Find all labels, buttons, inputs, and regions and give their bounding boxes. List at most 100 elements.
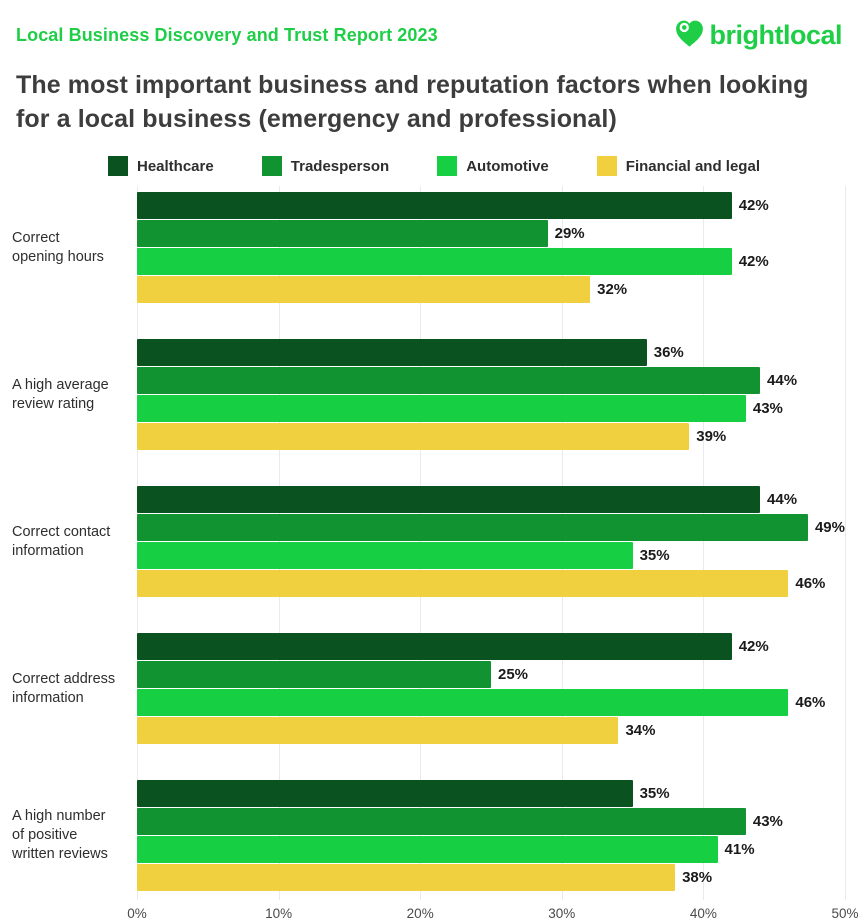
bar-row: 29% [137, 220, 845, 247]
bar-row: 44% [137, 367, 845, 394]
bar-healthcare [137, 486, 761, 513]
legend-label: Tradesperson [290, 157, 390, 175]
category-label: Correct address information [12, 670, 116, 706]
bar-tradesperson [137, 220, 548, 247]
bar-row: 46% [137, 570, 845, 597]
bar-row: 42% [137, 192, 845, 219]
bar-row: 46% [137, 689, 845, 716]
bar-row: 34% [137, 717, 845, 744]
chart-group-a-high-number: A high number of positive written review… [0, 780, 860, 891]
bar-value-label: 41% [724, 841, 755, 858]
x-tick-label: 20% [406, 906, 434, 921]
bar-row: 35% [137, 780, 845, 807]
bar-value-label: 43% [752, 400, 783, 417]
bar-tradesperson [137, 367, 761, 394]
bar-automotive [137, 542, 633, 569]
bar-value-label: 46% [795, 575, 826, 592]
bar-value-label: 29% [554, 225, 585, 242]
bar-value-label: 35% [639, 785, 670, 802]
legend-swatch-icon [596, 156, 617, 176]
bar-tradesperson [137, 808, 746, 835]
x-tick-label: 0% [127, 906, 147, 921]
bar-tradesperson [137, 661, 491, 688]
bar-value-label: 44% [767, 491, 798, 508]
chart-group-correct-contact: Correct contact information 44% 49% 35% 46% [0, 486, 860, 597]
bar-row: 38% [137, 864, 845, 891]
x-tick-label: 10% [265, 906, 293, 921]
bar-tradesperson [137, 514, 808, 541]
bar-group: 42% 25% 46% 34% [137, 633, 845, 744]
brightlocal-logo: brightlocal [673, 16, 842, 55]
bar-value-label: 44% [767, 372, 798, 389]
chart-title: The most important business and reputati… [16, 71, 809, 133]
bar-financial-and-legal [137, 570, 789, 597]
bar-group: 36% 44% 43% 39% [137, 339, 845, 450]
bar-automotive [137, 248, 732, 275]
legend-swatch-icon [108, 156, 128, 176]
bar-row: 43% [137, 395, 845, 422]
bar-healthcare [137, 633, 732, 660]
category-label: A high number of positive written review… [12, 808, 108, 862]
legend-item-financial-and-legal: Financial and legal [596, 156, 760, 176]
legend-item-automotive: Automotive [437, 156, 549, 176]
bar-healthcare [137, 192, 732, 219]
bar-value-label: 36% [653, 344, 684, 361]
chart-group-correct-address: Correct address information 42% 25% 46% 34% [0, 633, 860, 744]
bar-financial-and-legal [137, 276, 591, 303]
legend-label: Healthcare [137, 157, 214, 175]
legend-swatch-icon [261, 156, 282, 176]
bar-row: 36% [137, 339, 845, 366]
bar-financial-and-legal [137, 423, 690, 450]
bar-value-label: 25% [498, 666, 529, 683]
bar-row: 41% [137, 836, 845, 863]
bar-financial-and-legal [137, 864, 676, 891]
category-label: A high average review rating [12, 376, 109, 412]
bar-row: 39% [137, 423, 845, 450]
bar-value-label: 42% [738, 197, 769, 214]
bar-value-label: 32% [597, 281, 628, 298]
legend-item-healthcare: Healthcare [108, 156, 214, 176]
bar-value-label: 42% [738, 638, 769, 655]
legend: Healthcare Tradesperson Automotive Financia… [108, 155, 760, 177]
chart-groups: Correct opening hours 42% 29% 42% 32% A high … [0, 186, 860, 891]
bar-healthcare [137, 339, 647, 366]
heart-location-pin-icon [673, 16, 706, 55]
x-tick-label: 50% [831, 906, 859, 921]
bar-group: 35% 43% 41% 38% [137, 780, 845, 891]
bar-group: 42% 29% 42% 32% [137, 192, 845, 303]
bar-value-label: 38% [682, 869, 713, 886]
chart-group-a-high-average: A high average review rating 36% 44% 43% 39% [0, 339, 860, 450]
logo-text: brightlocal [709, 20, 842, 50]
bar-value-label: 39% [696, 428, 727, 445]
legend-label: Financial and legal [625, 157, 760, 175]
x-tick-label: 30% [548, 906, 576, 921]
bar-automotive [137, 395, 746, 422]
bar-value-label: 49% [814, 519, 845, 536]
category-label: Correct contact information [12, 523, 111, 559]
bar-row: 35% [137, 542, 845, 569]
bar-value-label: 46% [795, 694, 826, 711]
legend-label: Automotive [466, 157, 549, 175]
legend-swatch-icon [437, 156, 458, 176]
bar-row: 43% [137, 808, 845, 835]
category-label: Correct opening hours [12, 229, 104, 265]
header: Local Business Discovery and Trust Repor… [0, 0, 860, 55]
gridline-50% [845, 186, 846, 900]
bar-value-label: 35% [639, 547, 670, 564]
gridline-40% [703, 186, 705, 900]
legend-item-tradesperson: Tradesperson [261, 156, 390, 176]
bar-row: 42% [137, 248, 845, 275]
report-title: Local Business Discovery and Trust Repor… [16, 25, 438, 45]
x-tick-label: 40% [689, 906, 717, 921]
bar-row: 49% [137, 514, 845, 541]
bar-value-label: 34% [625, 722, 656, 739]
bar-row: 42% [137, 633, 845, 660]
bar-chart: Correct opening hours 42% 29% 42% 32% A high … [0, 186, 860, 900]
bar-automotive [137, 836, 718, 863]
bar-financial-and-legal [137, 717, 619, 744]
chart-group-correct: Correct opening hours 42% 29% 42% 32% [0, 192, 860, 303]
bar-row: 32% [137, 276, 845, 303]
bar-value-label: 42% [738, 253, 769, 270]
bar-value-label: 43% [752, 813, 783, 830]
